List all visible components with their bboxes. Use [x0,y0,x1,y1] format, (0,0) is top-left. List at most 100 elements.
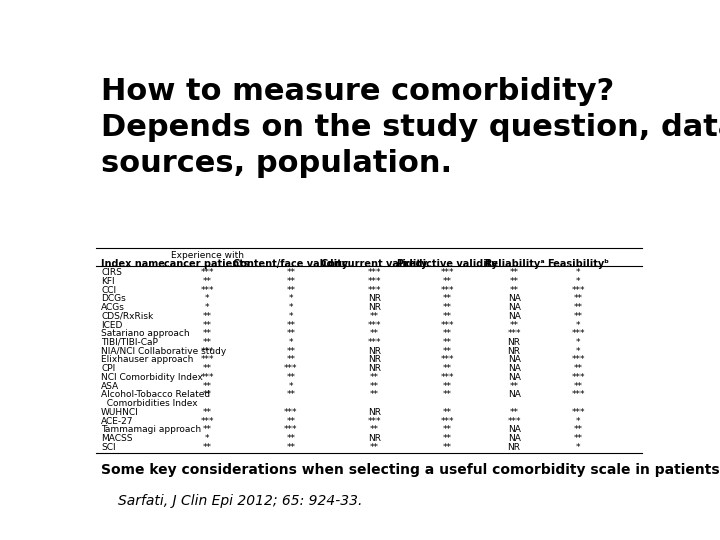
Text: **: ** [574,312,582,321]
Text: **: ** [203,443,212,452]
Text: **: ** [510,408,518,417]
Text: *: * [289,294,293,303]
Text: **: ** [510,277,518,286]
Text: *: * [205,434,210,443]
Text: **: ** [510,321,518,329]
Text: **: ** [574,426,582,434]
Text: SCI: SCI [101,443,116,452]
Text: **: ** [203,321,212,329]
Text: NA: NA [508,426,521,434]
Text: **: ** [287,347,295,356]
Text: Elixhauser approach: Elixhauser approach [101,355,194,364]
Text: NR: NR [508,347,521,356]
Text: **: ** [574,294,582,303]
Text: **: ** [443,277,451,286]
Text: ***: *** [441,355,454,364]
Text: **: ** [287,286,295,295]
Text: ICED: ICED [101,321,122,329]
Text: **: ** [443,364,451,373]
Text: NA: NA [508,364,521,373]
Text: Alcohol-Tobacco Related: Alcohol-Tobacco Related [101,390,210,400]
Text: NR: NR [368,347,381,356]
Text: *: * [576,268,580,277]
Text: Concurrent validity: Concurrent validity [321,259,428,269]
Text: NA: NA [508,303,521,312]
Text: **: ** [203,312,212,321]
Text: **: ** [287,355,295,364]
Text: ***: *** [441,321,454,329]
Text: *: * [289,312,293,321]
Text: **: ** [203,426,212,434]
Text: ***: *** [284,426,297,434]
Text: Sarfati, J Clin Epi 2012; 65: 924-33.: Sarfati, J Clin Epi 2012; 65: 924-33. [118,494,362,508]
Text: **: ** [443,443,451,452]
Text: ***: *** [508,329,521,338]
Text: NR: NR [368,364,381,373]
Text: **: ** [574,434,582,443]
Text: ***: *** [284,408,297,417]
Text: **: ** [370,426,379,434]
Text: ***: *** [368,277,382,286]
Text: ***: *** [368,416,382,426]
Text: ASA: ASA [101,382,120,390]
Text: **: ** [443,382,451,390]
Text: MACSS: MACSS [101,434,132,443]
Text: NA: NA [508,390,521,400]
Text: *: * [289,338,293,347]
Text: *: * [576,321,580,329]
Text: Comorbidities Index: Comorbidities Index [101,399,198,408]
Text: NR: NR [508,338,521,347]
Text: NIA/NCI Collaborative study: NIA/NCI Collaborative study [101,347,226,356]
Text: **: ** [287,373,295,382]
Text: Tammamagi approach: Tammamagi approach [101,426,202,434]
Text: ***: *** [441,286,454,295]
Text: Satariano approach: Satariano approach [101,329,190,338]
Text: ***: *** [572,286,585,295]
Text: **: ** [203,329,212,338]
Text: **: ** [443,347,451,356]
Text: ***: *** [572,373,585,382]
Text: **: ** [510,268,518,277]
Text: **: ** [287,268,295,277]
Text: ***: *** [441,416,454,426]
Text: **: ** [370,443,379,452]
Text: *: * [205,294,210,303]
Text: **: ** [443,434,451,443]
Text: CIRS: CIRS [101,268,122,277]
Text: NA: NA [508,355,521,364]
Text: ***: *** [200,286,214,295]
Text: cancer patients: cancer patients [164,259,250,269]
Text: **: ** [203,408,212,417]
Text: **: ** [574,382,582,390]
Text: NR: NR [368,303,381,312]
Text: **: ** [443,338,451,347]
Text: NR: NR [368,294,381,303]
Text: NR: NR [368,408,381,417]
Text: **: ** [287,390,295,400]
Text: NA: NA [508,294,521,303]
Text: ***: *** [441,268,454,277]
Text: ***: *** [572,408,585,417]
Text: **: ** [287,329,295,338]
Text: CPI: CPI [101,364,115,373]
Text: **: ** [287,321,295,329]
Text: TIBI/TIBI-CaP: TIBI/TIBI-CaP [101,338,158,347]
Text: ***: *** [368,286,382,295]
Text: ***: *** [200,355,214,364]
Text: Feasibilityᵇ: Feasibilityᵇ [547,259,609,269]
Text: Index name: Index name [101,259,165,269]
Text: **: ** [443,390,451,400]
Text: DCGs: DCGs [101,294,126,303]
Text: NR: NR [368,355,381,364]
Text: **: ** [510,382,518,390]
Text: WUHNCI: WUHNCI [101,408,139,417]
Text: NR: NR [368,434,381,443]
Text: **: ** [287,443,295,452]
Text: **: ** [203,364,212,373]
Text: **: ** [574,303,582,312]
Text: ***: *** [368,268,382,277]
Text: ***: *** [368,321,382,329]
Text: ***: *** [441,373,454,382]
Text: Content/face validity: Content/face validity [233,259,348,269]
Text: *: * [576,338,580,347]
